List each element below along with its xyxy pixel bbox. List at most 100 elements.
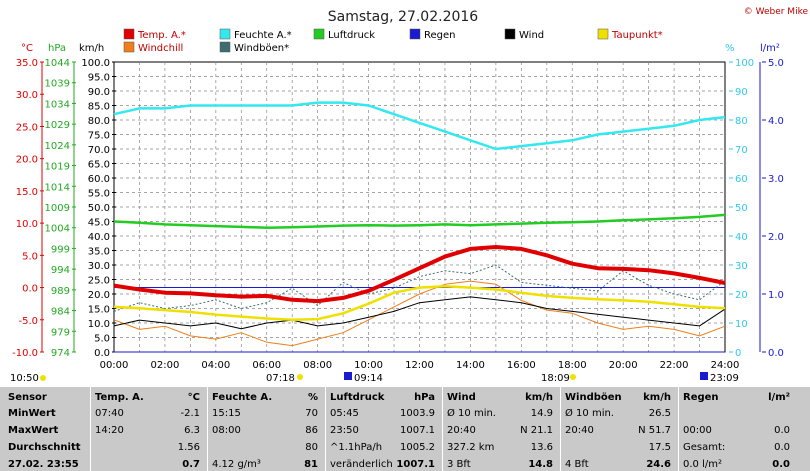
time-tick: 08:00 (303, 360, 332, 371)
chart-legend: Temp. A.* Feuchte A.* Luftdruck Regen Wind Ta… (123, 28, 663, 54)
moonrise-icon (344, 372, 352, 380)
time-tick: 18:00 (558, 360, 587, 371)
table-separator (90, 387, 91, 471)
sun-moon-events: 10:50 07:18 09:14 18:09 23:09 (10, 372, 739, 384)
row-1-value-1: 86 (305, 425, 318, 436)
hpa-tick: 1024 (45, 141, 70, 152)
row-label-1: MaxWert (8, 425, 59, 436)
kmh-tick: 60.0 (88, 174, 110, 185)
row-label-3: 27.02. 23:55 (8, 459, 79, 470)
weather-chart: Samstag, 27.02.2016 © Weber Mike Temp. A… (10, 7, 809, 384)
hpa-tick: 1009 (45, 203, 70, 214)
sunset-label: 18:09 (541, 373, 570, 384)
hpa-tick: 979 (51, 327, 70, 338)
kmh-tick: 90.0 (88, 87, 110, 98)
header-unit-2: hPa (414, 392, 435, 403)
row-0-value-2: 1003.9 (400, 408, 435, 419)
row-3-label-1: 4.12 g/m³ (212, 459, 261, 470)
row-3-value-5: 0.0 (772, 459, 790, 470)
row-2-value-2: 1005.2 (400, 442, 435, 453)
kmh-tick: 85.0 (88, 102, 110, 113)
row-3-value-2: 1007.1 (396, 459, 435, 470)
sunset-icon (570, 374, 576, 380)
temp-tick: 30.0 (16, 90, 38, 101)
kmh-unit: km/h (79, 43, 104, 54)
header-1: Feuchte A. (212, 392, 273, 403)
legend-swatch-4 (504, 28, 516, 40)
time-tick: 20:00 (609, 360, 638, 371)
pct-tick: 90 (735, 87, 748, 98)
temp-unit: °C (21, 43, 33, 54)
pct-tick: 100 (735, 58, 754, 69)
rain-unit: l/m² (760, 43, 780, 54)
kmh-tick: 100.0 (81, 58, 110, 69)
legend-label-7: Windböen* (234, 43, 289, 54)
row-2-value-4: 17.5 (648, 442, 671, 453)
hpa-tick: 1004 (45, 224, 70, 235)
pct-tick: 0 (735, 348, 741, 359)
legend-label-4: Wind (519, 30, 544, 41)
time-tick: 16:00 (507, 360, 536, 371)
legend-label-1: Feuchte A.* (234, 30, 292, 41)
row-2-value-1: 80 (305, 442, 318, 453)
pct-tick: 60 (735, 174, 748, 185)
time-tick: 22:00 (660, 360, 689, 371)
row-0-value-0: -2.1 (180, 408, 200, 419)
temp-tick: 0.0 (22, 284, 38, 295)
row-1-value-2: 1007.1 (400, 425, 435, 436)
moonset-label: 23:09 (710, 373, 739, 384)
hpa-tick: 1019 (45, 162, 70, 173)
rain-tick: 5.0 (768, 58, 784, 69)
series-windchill (113, 280, 726, 347)
legend-label-6: Windchill (138, 43, 183, 54)
kmh-tick: 75.0 (88, 131, 110, 142)
time-tick: 00:00 (100, 360, 129, 371)
pct-tick: 20 (735, 290, 748, 301)
row-label-2: Durchschnitt (8, 442, 81, 453)
row-0-value-1: 70 (305, 408, 318, 419)
row-1-value-5: 0.0 (774, 425, 790, 436)
temp-tick: 5.0 (22, 251, 38, 262)
kmh-tick: 70.0 (88, 145, 110, 156)
copyright-text: © Weber Mike (744, 7, 809, 17)
row-3-label-5: 0.0 l/m² (683, 459, 722, 470)
header-sensor: Sensor (8, 392, 47, 403)
temp-tick: 20.0 (16, 155, 38, 166)
header-4: Windböen (565, 392, 622, 403)
header-2: Luftdruck (330, 392, 385, 403)
temp-tick: -5.0 (18, 316, 38, 327)
temp-tick: -10.0 (12, 348, 38, 359)
legend-swatch-0 (123, 28, 135, 40)
row-1-label-2: 23:50 (330, 425, 359, 436)
row-0-label-1: 15:15 (212, 408, 241, 419)
rain-tick: 1.0 (768, 290, 784, 301)
header-unit-1: % (307, 392, 318, 403)
time-tick: 24:00 (711, 360, 740, 371)
hpa-tick: 1039 (45, 79, 70, 90)
rain-tick: 4.0 (768, 116, 784, 127)
row-label-0: MinWert (8, 408, 56, 419)
kmh-tick: 80.0 (88, 116, 110, 127)
header-unit-5: l/m² (768, 392, 790, 403)
rain-tick: 3.0 (768, 174, 784, 185)
legend-swatch-2 (313, 28, 325, 40)
grid-lines (114, 62, 725, 352)
row-3-value-3: 14.8 (528, 459, 553, 470)
pct-tick: 80 (735, 116, 748, 127)
row-1-value-0: 6.3 (184, 425, 200, 436)
time-tick: 10:00 (354, 360, 383, 371)
legend-swatch-7 (219, 41, 231, 53)
header-unit-3: km/h (525, 392, 553, 403)
sun-icon (40, 375, 46, 381)
rain-tick: 2.0 (768, 232, 784, 243)
row-0-label-3: Ø 10 min. (447, 408, 496, 419)
row-3-value-0: 0.7 (182, 459, 200, 470)
kmh-tick: 50.0 (88, 203, 110, 214)
row-0-value-3: 14.9 (530, 408, 553, 419)
kmh-tick: 45.0 (88, 218, 110, 229)
legend-label-5: Taupunkt* (611, 30, 663, 41)
pct-unit: % (725, 43, 735, 54)
hpa-tick: 1029 (45, 120, 70, 131)
table-separator (207, 387, 208, 471)
legend-swatch-1 (219, 28, 231, 40)
